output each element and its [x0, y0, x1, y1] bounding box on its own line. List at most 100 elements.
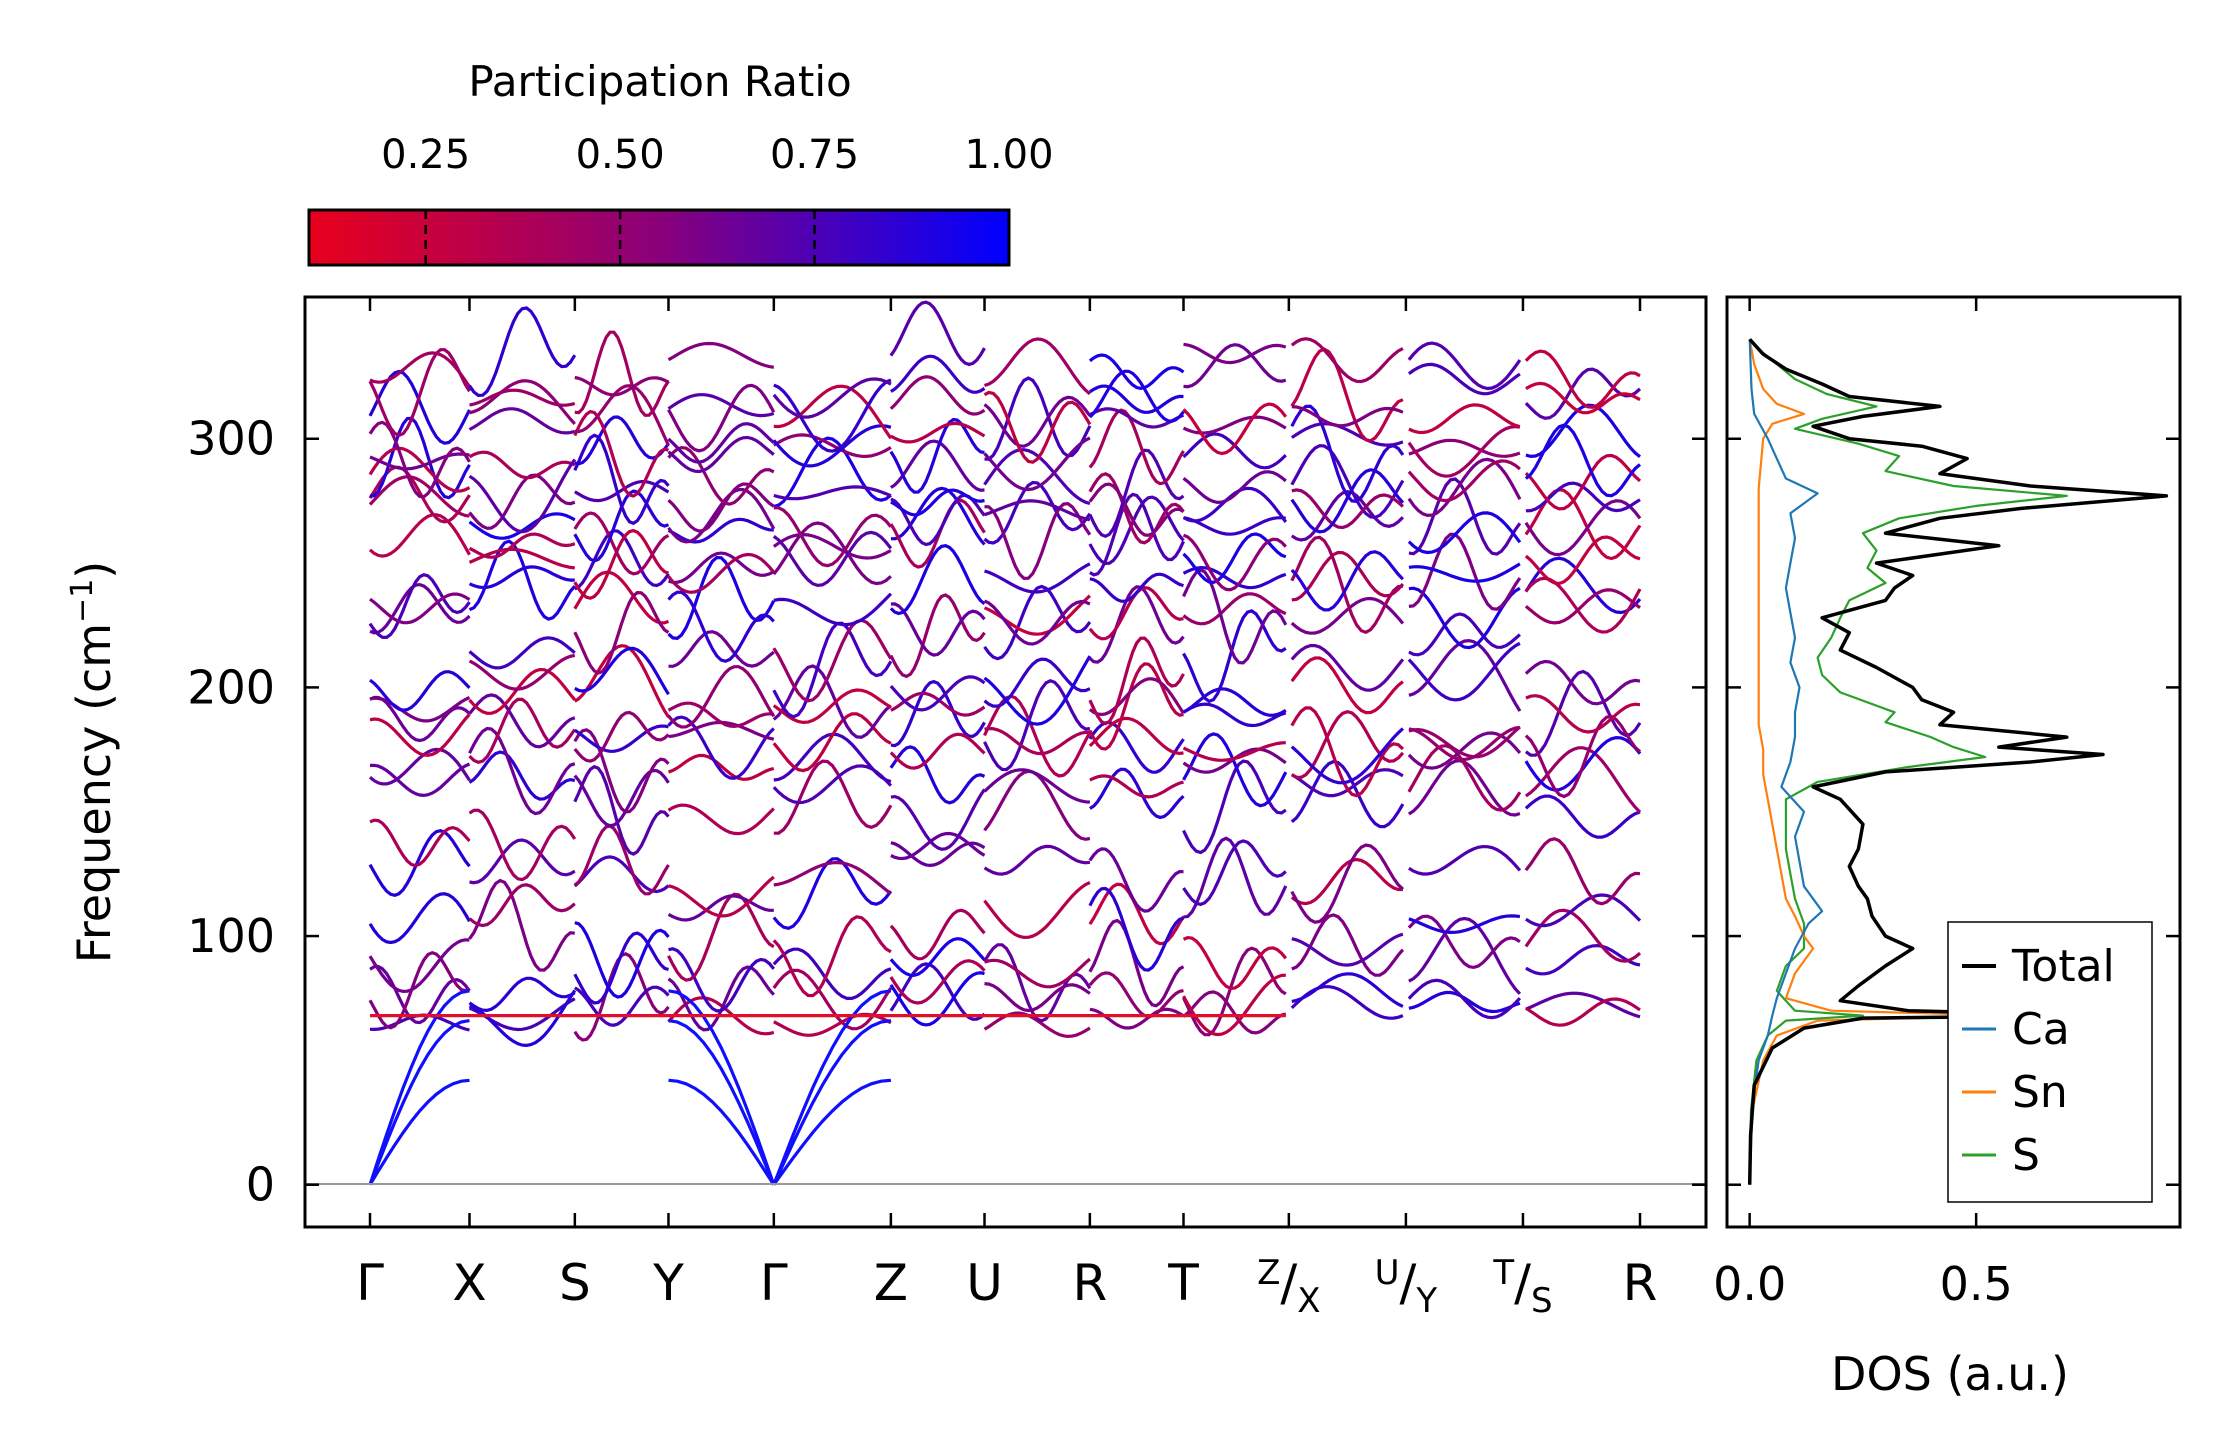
- kpoint-label-sub: S: [1531, 1281, 1553, 1321]
- phonon-band-line: [1182, 759, 1287, 855]
- phonon-band-line: [1408, 759, 1521, 817]
- phonon-band-line: [984, 957, 1091, 989]
- phonon-band-line: [667, 422, 775, 464]
- phonon-band-line: [890, 679, 986, 748]
- kpoint-label: Y: [652, 1254, 684, 1312]
- phonon-band-line: [468, 407, 576, 435]
- phonon-band-line: [1182, 592, 1287, 626]
- phonon-band-line: [889, 498, 986, 569]
- phonon-band-line: [1182, 470, 1287, 505]
- phonon-band-line: [772, 968, 893, 1031]
- phonon-band-line: [368, 348, 471, 438]
- kpoint-label-slash: /: [1280, 1254, 1297, 1312]
- phonon-band-line: [773, 485, 892, 501]
- y-tick-label: 0: [246, 1158, 275, 1212]
- phonon-band-line: [573, 590, 670, 675]
- phonon-band-line: [368, 513, 471, 558]
- phonon-band-line: [983, 480, 1092, 545]
- phonon-band-line: [1290, 535, 1404, 635]
- phonon-band-line: [1524, 714, 1642, 799]
- phonon-band-line: [772, 530, 893, 588]
- phonon-band-line: [984, 502, 1092, 581]
- dos-x-tick-label: 0.5: [1940, 1257, 2013, 1311]
- kpoint-label: S: [559, 1254, 591, 1312]
- phonon-band-line: [772, 424, 892, 468]
- phonon-band-line: [574, 415, 670, 466]
- phonon-band-line: [1525, 403, 1641, 459]
- phonon-band-line: [667, 803, 775, 836]
- kpoint-label-sub: X: [1297, 1281, 1320, 1321]
- phonon-band-line: [889, 675, 986, 712]
- phonon-band-line: [889, 732, 986, 770]
- phonon-band-line: [889, 937, 986, 977]
- phonon-band-line: [1524, 556, 1642, 615]
- phonon-band-line: [1408, 403, 1521, 435]
- phonon-band-line: [1408, 532, 1522, 611]
- phonon-band-line: [1089, 1007, 1185, 1030]
- phonon-band-line: [983, 448, 1091, 506]
- phonon-band-line: [468, 532, 576, 559]
- phonon-band-line: [1407, 978, 1522, 1020]
- legend-label-total: Total: [2011, 941, 2115, 992]
- phonon-band-line: [889, 375, 986, 416]
- legend-label-ca: Ca: [2012, 1004, 2070, 1055]
- phonon-band-line: [368, 938, 470, 994]
- band-plot-frame: [303, 295, 1708, 1229]
- phonon-band-line: [772, 712, 892, 773]
- phonon-band-line: [667, 341, 775, 369]
- phonon-band-line: [983, 655, 1092, 726]
- y-tick-label: 100: [187, 909, 275, 963]
- phonon-band-line: [468, 878, 575, 972]
- kpoint-label: U/Y: [1375, 1253, 1438, 1321]
- phonon-band-line: [1290, 347, 1404, 443]
- phonon-band-line: [369, 713, 471, 757]
- phonon-band-line: [1089, 572, 1184, 603]
- phonon-band-line: [890, 493, 986, 547]
- phonon-band-line: [772, 688, 892, 725]
- phonon-band-line: [890, 488, 985, 517]
- kpoint-label-sub: Y: [1415, 1281, 1437, 1321]
- phonon-band-line: [889, 962, 986, 1021]
- phonon-band-line: [1291, 710, 1405, 780]
- phonon-band-line: [1524, 499, 1642, 557]
- phonon-band-line: [984, 726, 1090, 756]
- phonon-band-line: [574, 529, 670, 591]
- kpoint-label: R: [1072, 1254, 1107, 1312]
- phonon-band-line: [1408, 725, 1521, 759]
- phonon-band-line: [890, 691, 986, 717]
- phonon-band-line: [667, 435, 775, 474]
- phonon-band-line: [1408, 586, 1521, 650]
- dos-line-ca: [1748, 339, 1824, 1185]
- phonon-band-line: [1407, 459, 1521, 503]
- band-x-axis: Γ X S Y Γ Z U R T Z/XU/YT/S R: [356, 297, 1657, 1321]
- phonon-band-line: [468, 458, 577, 534]
- phonon-band-line: [1088, 662, 1184, 751]
- phonon-band-line: [368, 475, 470, 518]
- phonon-band-line: [667, 552, 776, 594]
- phonon-band-line: [1290, 337, 1404, 384]
- phonon-band-line: [1407, 362, 1521, 396]
- acoustic-branch: [368, 1078, 470, 1186]
- phonon-band-line: [1182, 609, 1287, 704]
- phonon-band-line: [1088, 677, 1185, 717]
- phonon-band-line: [469, 379, 576, 425]
- phonon-band-line: [468, 976, 576, 1013]
- phonon-band-line: [1182, 687, 1287, 717]
- phonon-band-line: [1525, 997, 1641, 1027]
- colorbar-tick-label: 0.75: [770, 132, 859, 178]
- phonon-band-line: [1182, 565, 1287, 590]
- phonon-band-line: [1408, 562, 1521, 583]
- kpoint-label: T/S: [1492, 1253, 1552, 1321]
- phonon-band-line: [668, 551, 775, 584]
- phonon-band-line: [1408, 914, 1521, 935]
- phonon-band-line: [468, 653, 576, 691]
- phonon-band-line: [1290, 759, 1405, 829]
- dos-x-axis-label: DOS (a.u.): [1831, 1347, 2069, 1401]
- phonon-band-line: [1408, 916, 1522, 995]
- phonon-band-line: [667, 482, 775, 533]
- phonon-band-line: [1182, 533, 1287, 592]
- kpoint-label: U: [966, 1254, 1003, 1312]
- phonon-band-line: [983, 844, 1091, 876]
- phonon-band-line: [1183, 516, 1286, 536]
- phonon-band-line: [1525, 893, 1642, 928]
